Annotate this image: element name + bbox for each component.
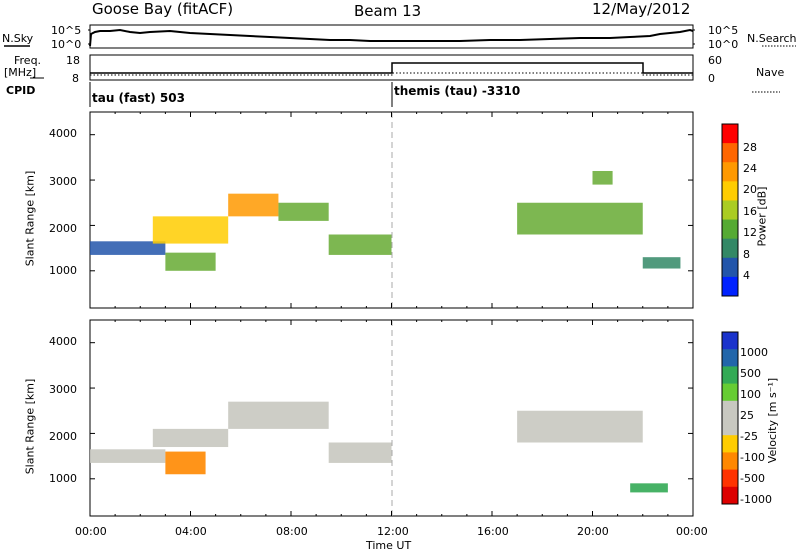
velocity-cbar-swatch xyxy=(722,349,738,367)
power-cbar-tick-20: 20 xyxy=(743,183,757,196)
freq-line xyxy=(90,62,693,74)
freq-right-tick-bottom: 0 xyxy=(708,72,715,85)
power-band xyxy=(90,241,166,255)
velocity-band xyxy=(517,410,643,443)
velocity-cbar-swatch xyxy=(722,366,738,385)
vel-cbar-tick-500: 500 xyxy=(740,367,761,380)
power-cbar-tick-4: 4 xyxy=(743,269,750,282)
velocity-band xyxy=(90,449,166,463)
power-cbar-swatch xyxy=(722,200,738,221)
velocity-cbar-swatch xyxy=(722,418,738,436)
velocity-band xyxy=(228,401,329,429)
noise-panel-frame xyxy=(89,24,694,49)
freq-left-tick-top: 18 xyxy=(66,54,80,67)
velocity-cbar-swatch xyxy=(722,486,738,505)
velocity-cbar-swatch xyxy=(722,452,738,471)
date-title: 12/May/2012 xyxy=(592,0,691,18)
cpid-label: CPID xyxy=(6,84,36,97)
freq-label: Freq. xyxy=(14,54,42,67)
velocity-band xyxy=(152,428,229,448)
noise-sky-label: N.Sky xyxy=(2,32,34,45)
power-band xyxy=(592,170,613,185)
power-cbar-swatch xyxy=(722,181,738,201)
power-cbar-tick-12: 12 xyxy=(743,226,757,239)
power-cbar-swatch xyxy=(722,143,738,163)
power-cbar-tick-24: 24 xyxy=(743,162,757,175)
velocity-ytick-1000: 1000 xyxy=(49,472,77,485)
power-cbar-swatch xyxy=(722,257,738,278)
freq-panel-frame xyxy=(89,54,694,81)
power-cbar-frame xyxy=(721,123,739,297)
power-cbar-tick-8: 8 xyxy=(743,248,750,261)
velocity-ytick-3000: 3000 xyxy=(49,383,77,396)
power-band xyxy=(278,202,329,221)
velocity-ytick-4000: 4000 xyxy=(49,335,77,348)
xtick-4: 04:00 xyxy=(175,525,207,538)
velocity-ytick-2000: 2000 xyxy=(49,430,77,443)
vel-cbar-tick-m1000: -1000 xyxy=(740,493,772,506)
velocity-cbar-swatch xyxy=(722,383,738,402)
xtick-0: 00:00 xyxy=(75,525,107,538)
xtick-20: 20:00 xyxy=(577,525,609,538)
power-ytick-4000: 4000 xyxy=(49,127,77,140)
power-cbar-swatch xyxy=(722,219,738,240)
velocity-cbar-swatch xyxy=(722,332,738,350)
power-cbar-swatch xyxy=(722,276,738,297)
velocity-cbar-frame xyxy=(721,331,739,505)
vel-cbar-tick-m100: -100 xyxy=(740,451,765,464)
power-band xyxy=(228,193,279,217)
power-ytick-3000: 3000 xyxy=(49,175,77,188)
xtick-12: 12:00 xyxy=(377,525,409,538)
station-title: Goose Bay (fitACF) xyxy=(92,0,234,18)
power-cbar-tick-28: 28 xyxy=(743,141,757,154)
vel-cbar-tick-m500: -500 xyxy=(740,472,765,485)
noise-sky-line xyxy=(89,28,694,47)
noise-right-tick-top: 10^5 xyxy=(708,24,739,37)
vel-cbar-tick-100: 100 xyxy=(740,388,761,401)
freq-right-tick-top: 60 xyxy=(708,54,722,67)
power-ytick-1000: 1000 xyxy=(49,264,77,277)
cpid-mode-2: themis (tau) -3310 xyxy=(394,84,521,98)
power-ytick-2000: 2000 xyxy=(49,222,77,235)
beam-title: Beam 13 xyxy=(354,2,422,20)
power-cbar-swatch xyxy=(722,238,738,259)
vel-cbar-tick-m25: -25 xyxy=(740,430,758,443)
vel-cbar-tick-25: 25 xyxy=(740,409,754,422)
noise-left-tick-bottom: 10^0 xyxy=(51,38,82,51)
power-cbar-tick-16: 16 xyxy=(743,205,757,218)
cpid-mode-1: tau (fast) 503 xyxy=(92,91,185,105)
freq-left-tick-bottom: 8 xyxy=(72,72,79,85)
freq-unit-label: [MHz] xyxy=(4,66,37,79)
power-band xyxy=(517,202,643,235)
velocity-cbar-swatch xyxy=(722,469,738,488)
power-band xyxy=(152,216,229,244)
power-cbar-swatch xyxy=(722,124,738,144)
noise-left-tick-top: 10^5 xyxy=(51,24,82,37)
nave-label: Nave xyxy=(756,66,785,79)
power-band xyxy=(328,234,392,255)
vel-cbar-tick-1000: 1000 xyxy=(740,346,768,359)
x-axis-label: Time UT xyxy=(366,539,412,552)
power-band xyxy=(165,252,216,271)
power-colorbar xyxy=(721,123,739,297)
velocity-band xyxy=(630,483,668,493)
velocity-cbar-swatch xyxy=(722,400,738,419)
noise-right-tick-bottom: 10^0 xyxy=(708,38,739,51)
velocity-cbar-swatch xyxy=(722,435,738,453)
noise-search-label: N.Search xyxy=(747,32,797,45)
velocity-band xyxy=(165,451,206,475)
xtick-16: 16:00 xyxy=(477,525,509,538)
velocity-colorbar xyxy=(721,331,739,505)
xtick-8: 08:00 xyxy=(276,525,308,538)
xtick-24: 00:00 xyxy=(676,525,708,538)
power-band xyxy=(642,257,681,269)
power-cbar-swatch xyxy=(722,162,738,182)
velocity-band xyxy=(328,442,392,463)
